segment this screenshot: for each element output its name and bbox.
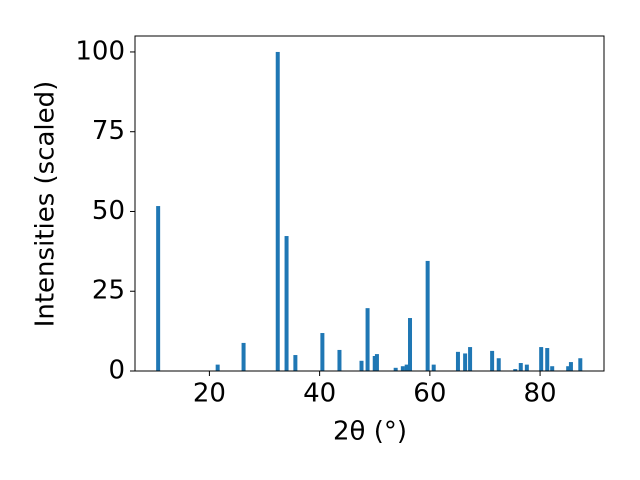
bar	[215, 364, 220, 371]
bar	[518, 363, 523, 371]
bar	[293, 355, 298, 371]
y-axis-label: Intensities (scaled)	[31, 81, 61, 328]
x-tick-label: 40	[303, 379, 336, 409]
bar	[425, 260, 430, 371]
bar	[550, 366, 555, 371]
bar	[337, 349, 342, 371]
bar	[365, 308, 370, 371]
bar	[455, 351, 460, 371]
bar	[566, 366, 571, 371]
bar	[400, 366, 405, 371]
x-axis-label: 2θ (°)	[333, 417, 407, 447]
bar	[241, 342, 246, 371]
bar	[372, 356, 377, 371]
x-tick-label: 20	[193, 379, 226, 409]
bar	[490, 350, 495, 371]
bar	[275, 51, 280, 371]
y-tick-label: 0	[108, 356, 125, 386]
bar	[404, 364, 409, 371]
bar	[284, 236, 289, 371]
y-tick-label: 100	[75, 36, 125, 66]
y-tick-label: 25	[92, 276, 125, 306]
y-tick-label: 50	[92, 196, 125, 226]
x-tick-label: 60	[413, 379, 446, 409]
bar	[408, 318, 413, 371]
bar	[320, 333, 325, 371]
bar	[513, 369, 518, 371]
x-tick-label: 80	[524, 379, 557, 409]
bar	[374, 354, 379, 371]
bar	[524, 364, 529, 371]
bar	[393, 367, 398, 371]
bar	[156, 206, 161, 371]
plot-frame	[134, 35, 605, 372]
bar	[431, 364, 436, 371]
bar	[496, 358, 501, 371]
bar	[539, 347, 544, 371]
bar	[463, 353, 468, 371]
bar	[359, 360, 364, 371]
bar	[468, 347, 473, 371]
y-tick-label: 75	[92, 116, 125, 146]
bar	[568, 362, 573, 371]
bar	[545, 348, 550, 371]
bar	[578, 358, 583, 371]
